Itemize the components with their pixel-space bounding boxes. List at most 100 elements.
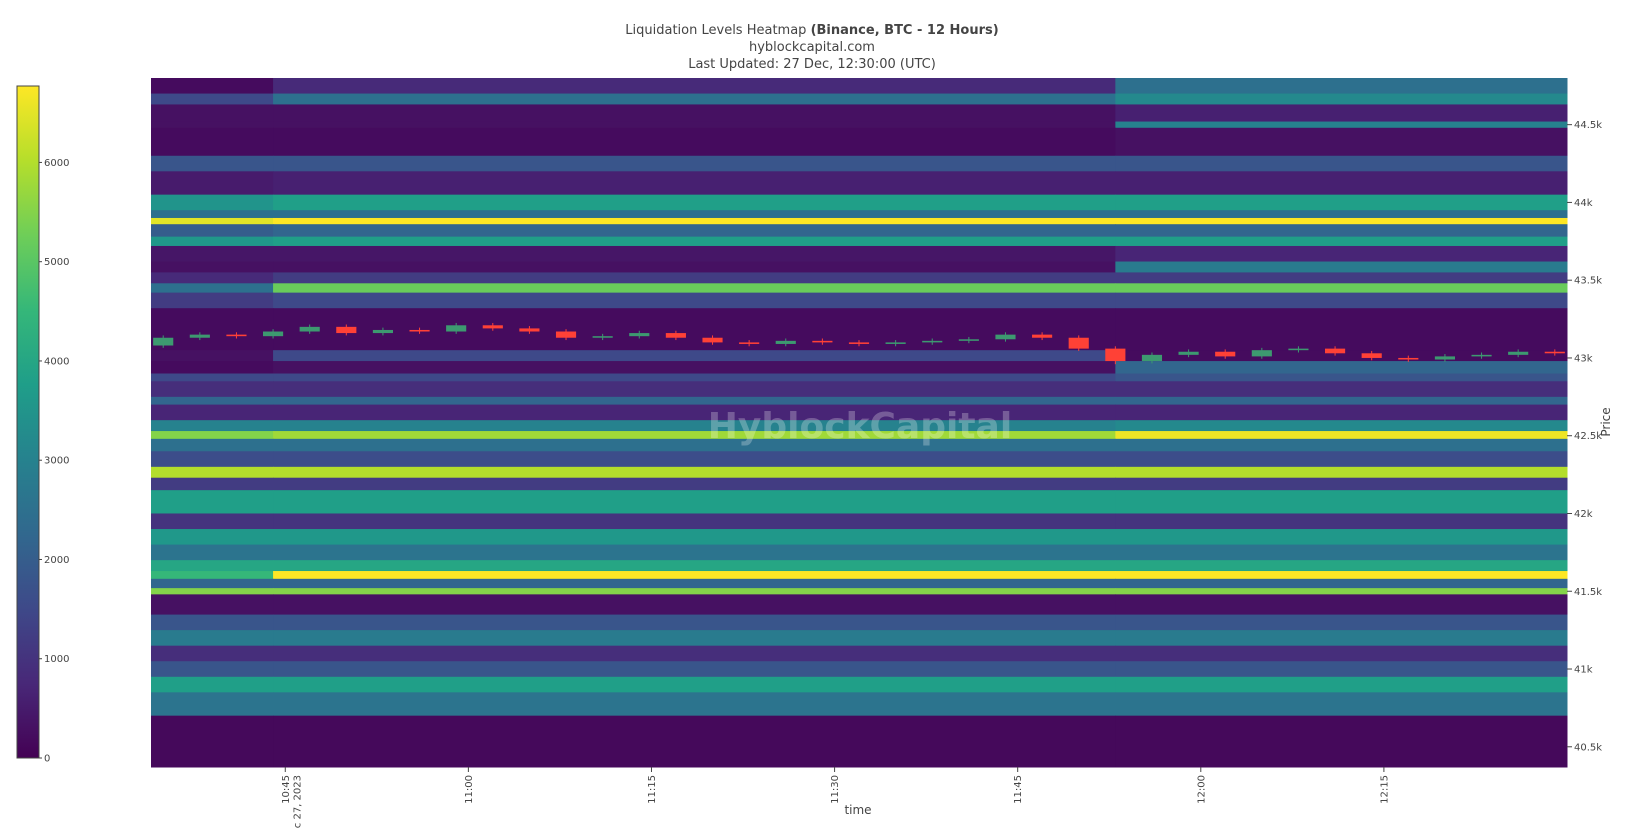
heat-cell <box>151 466 274 479</box>
heat-cell <box>151 361 274 375</box>
candle-body <box>1471 354 1492 357</box>
heat-cell <box>273 292 1116 309</box>
heat-cell <box>273 571 1116 580</box>
heat-cell <box>1115 272 1568 284</box>
subtitle: hyblockcapital.com <box>749 40 875 55</box>
heat-cell <box>273 692 1116 717</box>
heat-cell <box>1115 594 1568 616</box>
heat-cell <box>151 350 274 362</box>
heat-cell <box>151 236 274 247</box>
heat-cell <box>273 578 1116 589</box>
heat-cell <box>151 578 274 589</box>
heat-cell <box>1115 396 1568 406</box>
heat-cell <box>1115 350 1568 362</box>
heat-cell <box>151 121 274 129</box>
heat-cell <box>273 396 1116 406</box>
heat-cell <box>1115 578 1568 589</box>
heat-cell <box>151 127 274 157</box>
heat-cell <box>273 121 1116 129</box>
candle-body <box>702 337 723 343</box>
candle-body <box>812 340 833 343</box>
colorbar <box>16 85 40 759</box>
x-tick-label: 11:00 <box>464 775 475 804</box>
x-tick-label: 12:15 <box>1379 775 1390 804</box>
heat-cell <box>273 588 1116 595</box>
heatmap <box>151 78 1568 768</box>
y-tick-label: 40.5k <box>1574 742 1602 753</box>
heat-cell <box>273 715 1116 768</box>
heat-cell <box>273 661 1116 678</box>
heat-cell <box>1115 571 1568 580</box>
y-tick-label: 44k <box>1574 198 1593 209</box>
title: Liquidation Levels Heatmap <box>625 23 810 38</box>
heat-cell <box>151 217 274 225</box>
heat-cell <box>151 477 274 491</box>
x-tick-label: 11:30 <box>830 775 841 804</box>
colorbar-tick-label: 1000 <box>44 654 69 665</box>
heat-cell <box>1115 661 1568 678</box>
heat-cell <box>273 361 1116 375</box>
heat-cell <box>273 283 1116 294</box>
candle-body <box>629 333 650 337</box>
heat-cell <box>151 438 274 452</box>
candle-body <box>1288 348 1309 351</box>
candle-body <box>922 340 943 343</box>
heat-cell <box>1115 292 1568 309</box>
colorbar-tick-label: 4000 <box>44 356 69 367</box>
candle-body <box>1068 337 1089 349</box>
heat-cell <box>151 224 274 238</box>
heat-cell <box>151 104 274 123</box>
heat-cell <box>1115 614 1568 631</box>
heat-cell <box>151 513 274 530</box>
candle-body <box>1215 351 1236 357</box>
heat-cell <box>1115 692 1568 717</box>
heat-cell <box>151 396 274 406</box>
heat-cell <box>1115 630 1568 647</box>
heat-cell <box>151 155 274 172</box>
candle-body <box>1032 334 1053 338</box>
candle-body <box>958 339 979 341</box>
heat-cell <box>151 588 274 595</box>
heat-cell <box>273 477 1116 491</box>
heat-cell <box>273 373 1116 382</box>
candle-body <box>409 329 430 332</box>
colorbar-tick-label: 3000 <box>44 456 69 467</box>
candle-body <box>226 334 247 337</box>
heat-cell <box>1115 373 1568 382</box>
candle-body <box>1141 354 1163 362</box>
y-tick-label: 44.5k <box>1574 120 1602 131</box>
heat-cell <box>151 544 274 561</box>
candle-body <box>1361 353 1382 358</box>
heat-cell <box>151 78 274 95</box>
heat-cell <box>1115 308 1568 351</box>
heat-cell <box>273 350 1116 362</box>
heat-cell <box>273 127 1116 157</box>
heat-cell <box>1115 283 1568 294</box>
heat-cell <box>1115 361 1568 375</box>
heat-cell <box>273 261 1116 273</box>
heat-cell <box>273 431 1116 440</box>
heat-cell <box>273 236 1116 247</box>
y-tick-label: 41k <box>1574 665 1593 676</box>
candle-body <box>336 326 357 334</box>
heat-cell <box>1115 645 1568 662</box>
heat-cell <box>1115 224 1568 238</box>
heat-cell <box>273 404 1116 421</box>
heat-cell <box>273 210 1116 219</box>
heat-cell <box>151 451 274 468</box>
heat-cell <box>1115 420 1568 432</box>
watermark: HyblockCapital <box>708 406 1012 447</box>
candle-body <box>1324 348 1346 354</box>
candle-body <box>1508 351 1529 355</box>
candle-body <box>739 342 760 344</box>
heat-cell <box>151 194 274 211</box>
heat-cell <box>151 490 274 514</box>
y-tick-label: 43k <box>1574 353 1593 364</box>
heat-cell <box>151 404 274 421</box>
heat-cell <box>1115 544 1568 561</box>
heat-cell <box>1115 466 1568 479</box>
heat-cell <box>273 155 1116 172</box>
heat-cell <box>151 560 274 572</box>
heat-cell <box>151 692 274 717</box>
heat-cell <box>273 224 1116 238</box>
